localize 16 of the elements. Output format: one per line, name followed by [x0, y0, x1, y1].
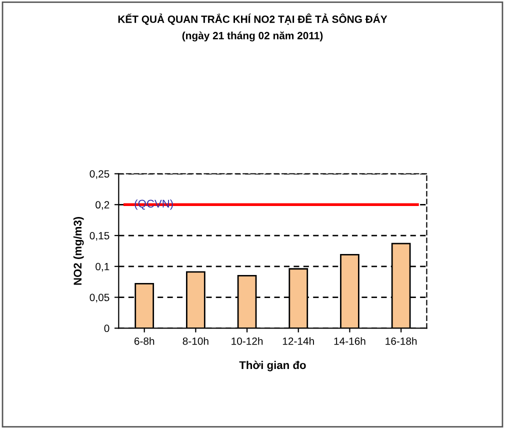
y-tick-label: 0: [104, 324, 110, 332]
x-tick-label: 6-8h: [134, 337, 154, 345]
chart-title: KẾT QUẢ QUAN TRẮC KHÍ NO2 TẠI ĐÊ TẢ SÔNG ĐÁY: [118, 14, 388, 25]
y-axis-title: NO2 (mg/m3): [73, 216, 84, 285]
x-tick-label: 14-16h: [334, 337, 366, 345]
x-tick-label: 10-12h: [232, 337, 263, 345]
x-axis-title: Thời gian đo: [239, 360, 306, 372]
x-tick-label: 16-18h: [386, 337, 417, 345]
y-tick-label: 0,05: [90, 294, 110, 302]
y-tick-label: 0,25: [90, 170, 110, 179]
x-tick-label: 8-10h: [182, 337, 208, 345]
x-tick-label: 12-14h: [282, 337, 314, 345]
y-tick-label: 0,1: [96, 262, 110, 272]
y-tick-label: 0,2: [96, 201, 110, 210]
chart-subtitle: (ngày 21 tháng 02 năm 2011): [182, 32, 323, 42]
y-tick-label: 0,15: [90, 232, 110, 241]
